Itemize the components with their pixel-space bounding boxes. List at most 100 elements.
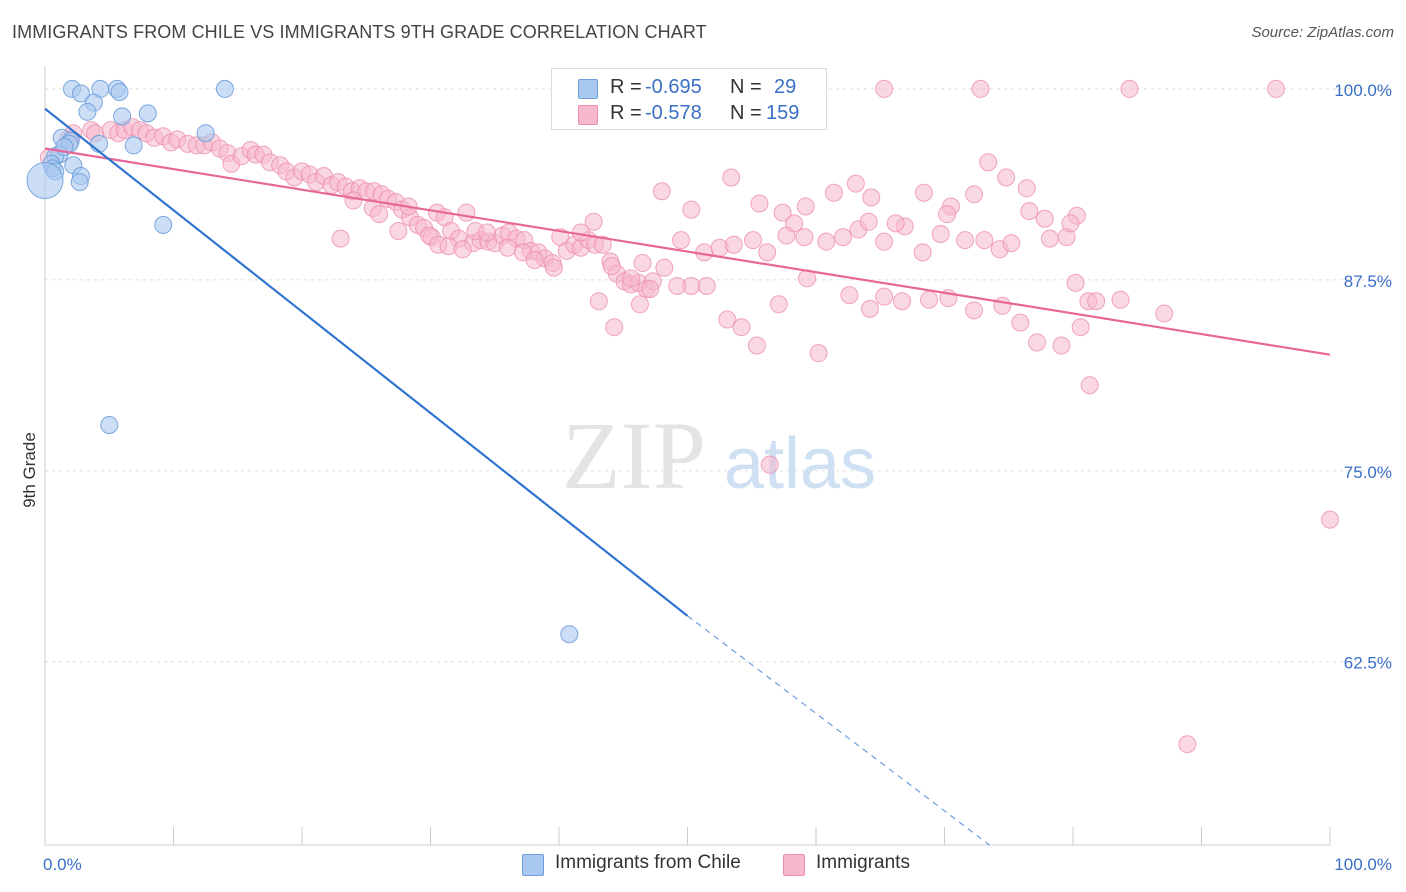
legend-row-immigrants: R = -0.578 N = 159 <box>552 101 826 127</box>
y-tick-label: 75.0% <box>1344 463 1392 482</box>
point-immigrants <box>331 229 350 248</box>
point-immigrants <box>860 299 879 318</box>
point-chile <box>124 136 143 155</box>
point-immigrants <box>1002 234 1021 253</box>
legend-r-value: -0.578 <box>645 102 702 124</box>
bottom-legend-label-chile: Immigrants from Chile <box>555 852 741 873</box>
legend-n-value: 159 <box>766 102 800 124</box>
point-immigrants <box>965 185 984 204</box>
point-immigrants <box>652 182 671 201</box>
point-immigrants <box>1040 229 1059 248</box>
chart-title: IMMIGRANTS FROM CHILE VS IMMIGRANTS 9TH … <box>12 22 707 42</box>
point-immigrants <box>744 231 763 250</box>
legend-r-value: -0.695 <box>645 76 702 98</box>
point-immigrants <box>1178 735 1197 754</box>
point-immigrants <box>633 254 652 273</box>
y-axis-label: 9th Grade <box>20 432 39 508</box>
point-immigrants <box>750 194 769 213</box>
point-immigrants <box>846 174 865 193</box>
point-immigrants <box>1071 318 1090 337</box>
point-immigrants <box>875 79 894 98</box>
point-immigrants <box>956 231 975 250</box>
point-immigrants <box>672 231 691 250</box>
point-immigrants <box>605 318 624 337</box>
point-immigrants <box>1267 79 1286 98</box>
legend-n-label: N = <box>730 76 762 98</box>
point-immigrants <box>965 301 984 320</box>
point-immigrants <box>370 205 389 224</box>
bottom-legend-swatch-immigrants <box>783 854 805 876</box>
point-immigrants <box>875 232 894 251</box>
point-immigrants <box>760 455 779 474</box>
point-immigrants <box>732 318 751 337</box>
point-immigrants <box>893 292 912 311</box>
point-immigrants <box>1155 304 1174 323</box>
point-immigrants <box>1020 202 1039 221</box>
point-chile <box>71 84 90 103</box>
point-chile <box>100 415 119 434</box>
trend-line-immigrants <box>44 147 1331 356</box>
point-immigrants <box>724 235 743 254</box>
point-immigrants <box>1017 179 1036 198</box>
point-immigrants <box>641 280 660 299</box>
point-immigrants <box>931 225 950 244</box>
legend-n-label: N = <box>730 102 762 124</box>
legend-row-chile: R = -0.695 N = 29 <box>552 75 826 101</box>
point-immigrants <box>589 292 608 311</box>
point-immigrants <box>1028 333 1047 352</box>
point-immigrants <box>344 191 363 210</box>
point-immigrants <box>795 228 814 247</box>
point-immigrants <box>747 336 766 355</box>
point-immigrants <box>668 276 687 295</box>
point-immigrants <box>630 295 649 314</box>
trend-line-chile <box>44 107 689 617</box>
point-chile <box>154 215 173 234</box>
x-tick-label: 0.0% <box>43 855 82 874</box>
point-immigrants <box>809 344 828 363</box>
point-immigrants <box>758 243 777 262</box>
point-immigrants <box>971 79 990 98</box>
point-immigrants <box>1052 336 1071 355</box>
point-immigrants <box>722 168 741 187</box>
point-immigrants <box>525 250 544 269</box>
axes <box>44 66 1331 846</box>
point-immigrants <box>840 286 859 305</box>
point-chile <box>113 107 132 126</box>
point-immigrants <box>389 221 408 240</box>
point-immigrants <box>1061 214 1080 233</box>
trend-lines <box>44 107 1331 846</box>
bottom-legend-label-immigrants: Immigrants <box>816 852 910 873</box>
series-immigrants-points <box>39 79 1339 754</box>
legend-r-label: R = <box>610 102 642 124</box>
point-chile <box>89 134 108 153</box>
legend-n-value: 29 <box>774 76 797 98</box>
y-tick-label: 62.5% <box>1344 654 1392 673</box>
point-immigrants <box>859 212 878 231</box>
point-immigrants <box>833 228 852 247</box>
watermark-atlas: atlas <box>724 424 876 504</box>
point-immigrants <box>773 203 792 222</box>
point-immigrants <box>914 183 933 202</box>
legend-swatch-immigrants <box>578 105 598 125</box>
point-chile <box>110 82 129 101</box>
point-chile <box>70 173 89 192</box>
point-chile <box>138 104 157 123</box>
y-tick-label: 87.5% <box>1344 272 1392 291</box>
point-immigrants <box>1087 292 1106 311</box>
point-chile <box>560 625 579 644</box>
grid-lines <box>45 88 1392 663</box>
source-label: Source: ZipAtlas.com <box>1251 24 1394 41</box>
legend-swatch-chile <box>578 79 598 99</box>
point-immigrants <box>478 223 497 242</box>
point-immigrants <box>593 235 612 254</box>
trend-line-chile-extension <box>687 615 990 846</box>
point-immigrants <box>621 269 640 288</box>
point-immigrants <box>457 203 476 222</box>
point-immigrants <box>913 243 932 262</box>
watermark: ZIP atlas <box>562 402 876 509</box>
tick-labels: 100.0% 87.5% 75.0% 62.5% 0.0% 100.0% <box>43 81 1392 874</box>
point-immigrants <box>862 188 881 207</box>
point-immigrants <box>875 287 894 306</box>
point-immigrants <box>602 257 621 276</box>
point-chile <box>78 102 97 121</box>
